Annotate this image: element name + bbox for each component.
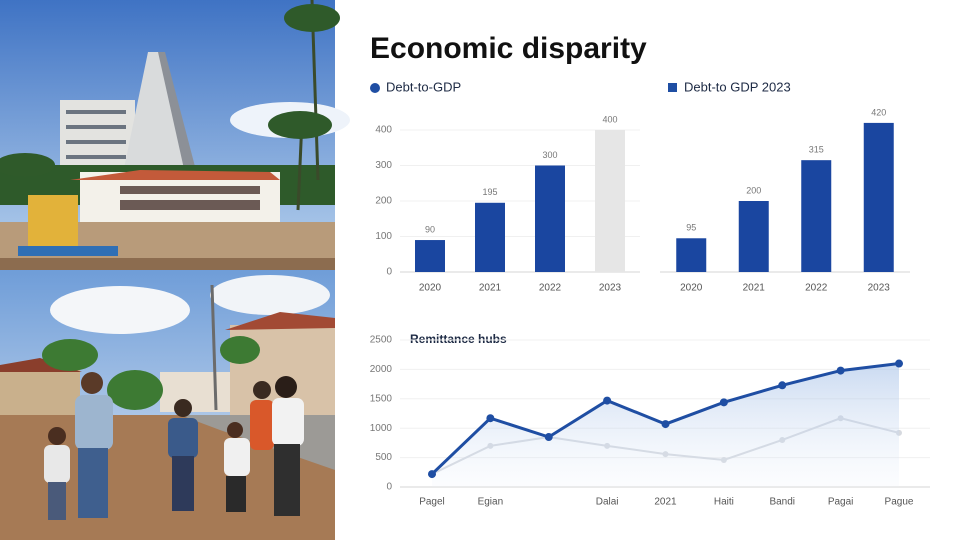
y-tick-label: 1000: [370, 423, 393, 434]
point: [428, 470, 436, 479]
chart-title: Debt-to-GDP: [386, 79, 461, 94]
x-tick-label: Pague: [885, 497, 914, 508]
y-tick-label: 100: [375, 231, 392, 242]
value-label: 195: [482, 187, 497, 197]
legend-marker: [668, 83, 677, 92]
value-label: 90: [425, 224, 435, 234]
photo-bottom: [0, 270, 335, 540]
point: [486, 414, 495, 423]
bar: [415, 240, 445, 272]
legend-marker: [370, 83, 380, 93]
point: [778, 381, 787, 390]
point: [836, 366, 845, 375]
x-tick-label: 2023: [599, 283, 622, 294]
y-tick-label: 0: [386, 267, 392, 278]
y-tick-label: 2000: [370, 364, 393, 375]
chart-title: Remittance hubs: [410, 332, 507, 346]
value-label: 400: [602, 114, 617, 124]
x-tick-label: Pagai: [828, 497, 854, 508]
x-tick-label: Bandi: [769, 497, 795, 508]
y-tick-label: 1500: [370, 393, 393, 404]
charts: Debt-to-GDP 0 100 200 300 400 90 2020 195 2021 300…: [370, 79, 930, 508]
point: [544, 433, 553, 442]
y-tick-label: 400: [375, 125, 392, 136]
point: [719, 398, 728, 407]
point: [895, 359, 903, 368]
value-label: 300: [542, 150, 557, 160]
bar: [863, 122, 894, 273]
bar: [676, 238, 707, 272]
people: [44, 372, 304, 520]
x-tick-label: 2023: [868, 283, 891, 294]
y-tick-label: 0: [386, 482, 392, 493]
y-tick-label: 300: [375, 160, 392, 171]
bar: [475, 202, 505, 272]
bar: [535, 165, 565, 272]
x-tick-label: Pagel: [419, 497, 445, 508]
bar: [738, 201, 769, 272]
slide-title: Economic disparity: [370, 32, 647, 65]
chart-title: Debt-to GDP 2023: [684, 79, 791, 94]
y-tick-label: 2500: [370, 335, 393, 346]
photo-top: [0, 0, 350, 270]
value-label: 95: [686, 223, 696, 233]
value-label: 200: [746, 185, 761, 195]
x-tick-label: 2021: [654, 497, 677, 508]
x-tick-label: 2021: [743, 283, 766, 294]
value-label: 420: [871, 107, 886, 117]
x-tick-label: Dalai: [596, 497, 619, 508]
x-tick-label: 2020: [419, 283, 442, 294]
x-tick-label: 2022: [539, 283, 562, 294]
value-label: 315: [809, 145, 824, 155]
bar: [801, 160, 832, 272]
y-tick-label: 200: [375, 196, 392, 207]
x-tick-label: 2020: [680, 283, 703, 294]
y-tick-label: 500: [375, 452, 392, 463]
x-tick-label: 2021: [479, 283, 502, 294]
x-tick-label: 2022: [805, 283, 828, 294]
point: [661, 420, 670, 429]
x-tick-label: Egian: [478, 497, 504, 508]
x-tick-label: Haiti: [714, 497, 734, 508]
bar: [595, 130, 625, 272]
point: [603, 396, 612, 405]
